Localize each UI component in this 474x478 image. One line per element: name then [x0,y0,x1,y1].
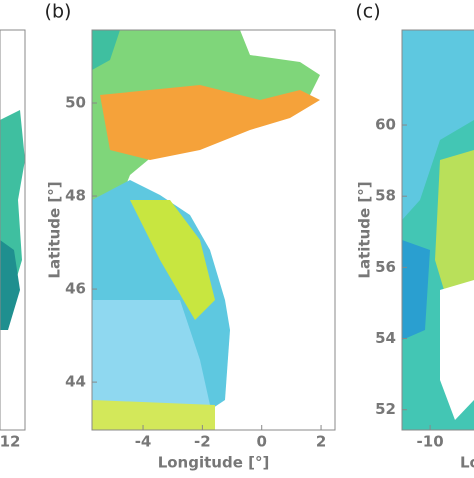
x-tick-label: 0 [256,433,266,451]
y-tick-label: 50 [65,94,86,112]
y-tick-label: 60 [375,116,396,134]
y-tick-label: 44 [65,373,86,391]
y-axis-label: Latitude [°] [46,181,64,278]
y-tick-label: 52 [375,400,396,418]
x-tick-label: -4 [135,433,152,451]
map-b [91,29,336,431]
y-tick-label: 58 [375,187,396,205]
panel-label: (c) [355,1,380,23]
map-c [401,29,474,431]
map-left [0,29,26,431]
y-axis-label: Latitude [°] [356,181,374,278]
x-axis-label: Longitude [°] [460,454,474,472]
x-tick-label: -2 [194,433,211,451]
x-axis-label: Longitude [°] [158,454,270,472]
y-tick-label: 48 [65,187,86,205]
y-tick-label: 54 [375,329,396,347]
x-tick-label: 2 [316,433,326,451]
y-tick-label: 56 [375,258,396,276]
y-tick-label: 46 [65,280,86,298]
panel-label: (b) [45,1,72,23]
x-tick-label: 12 [0,433,20,451]
x-tick-label: -10 [417,433,444,451]
